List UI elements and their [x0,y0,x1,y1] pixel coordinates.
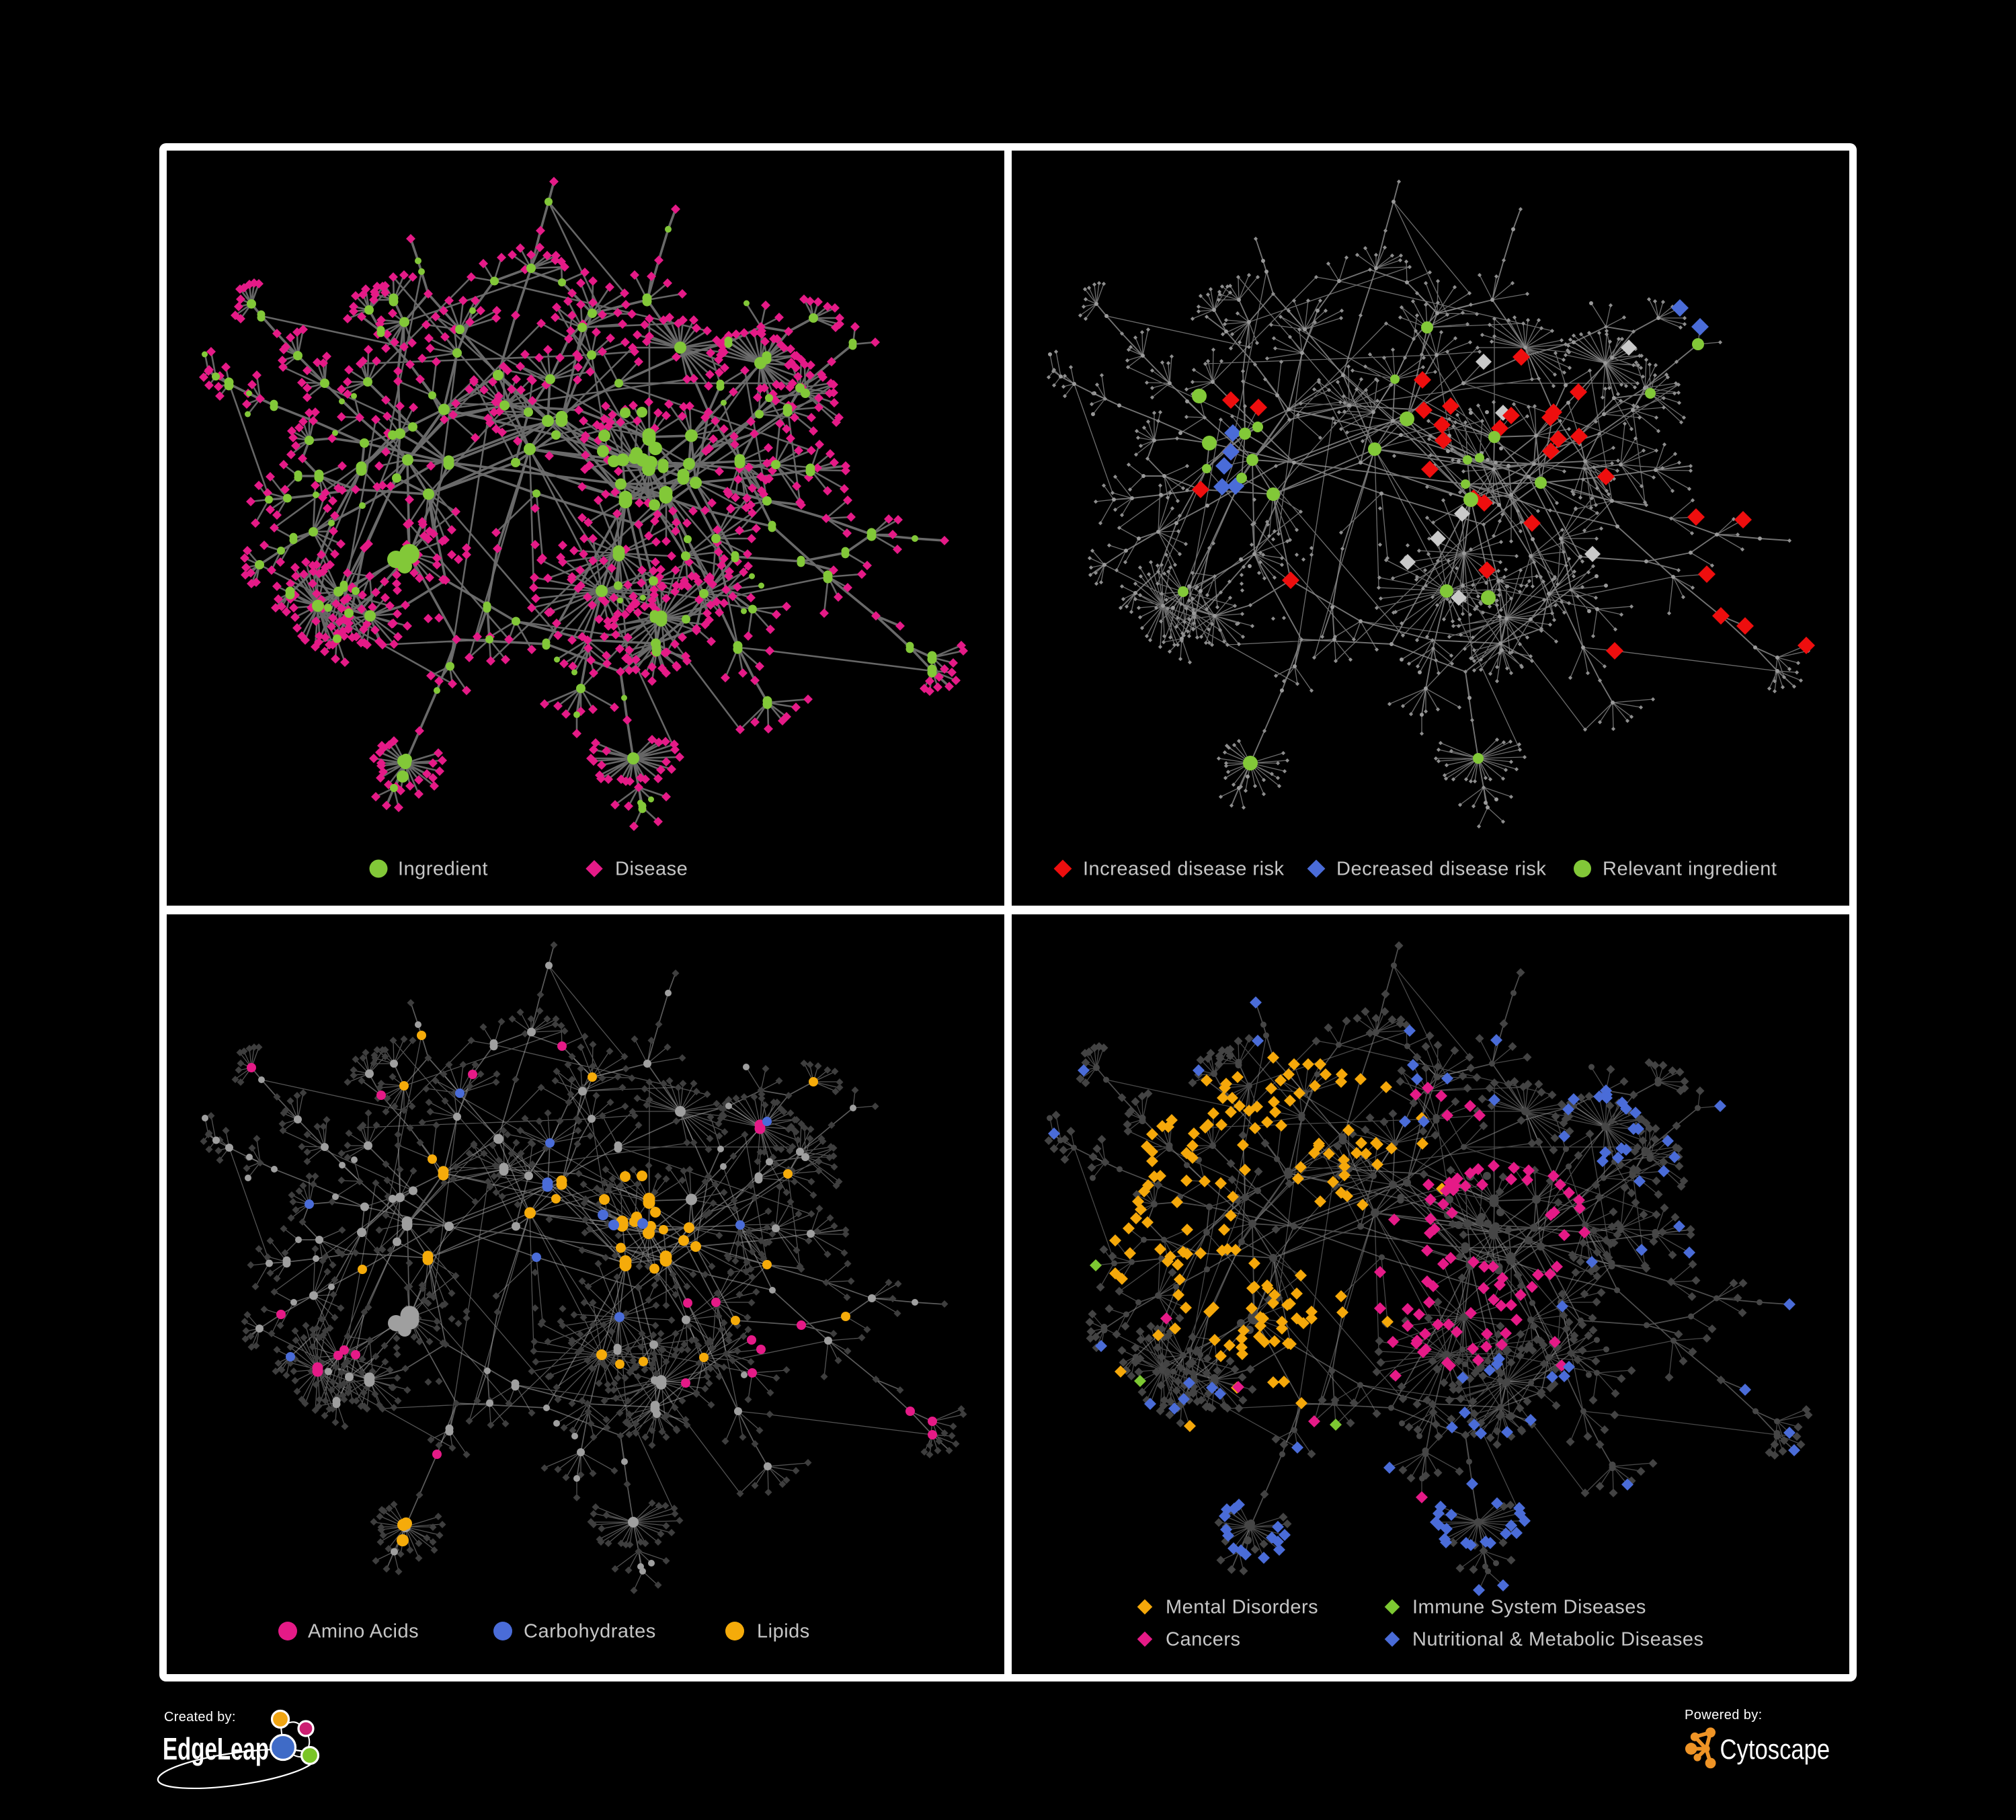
svg-text:Cytoscape: Cytoscape [1720,1733,1830,1765]
svg-text:EdgeLeap: EdgeLeap [163,1731,269,1766]
